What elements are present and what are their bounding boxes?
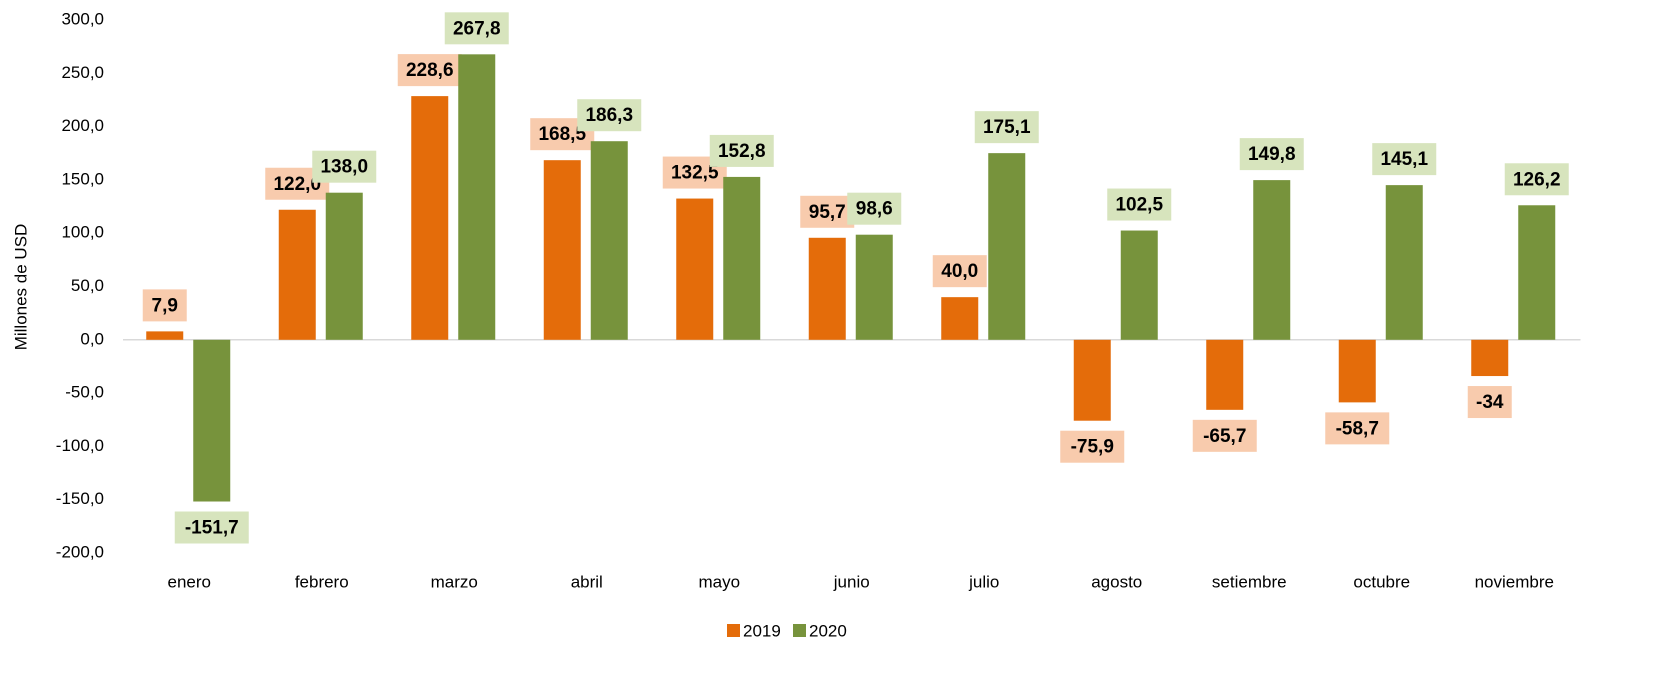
data-label: 152,8 <box>718 141 766 162</box>
data-label: 228,6 <box>406 60 454 81</box>
data-label-bg <box>1372 143 1437 176</box>
bar <box>808 237 846 340</box>
bar <box>193 339 231 502</box>
y-tick-label: 250,0 <box>61 63 104 82</box>
bar <box>411 96 449 340</box>
data-label-bg <box>1192 419 1257 452</box>
y-tick-label: -150,0 <box>56 489 104 508</box>
y-tick-label: -50,0 <box>65 383 104 402</box>
bar <box>1471 339 1509 377</box>
data-label: 145,1 <box>1380 149 1428 170</box>
x-tick-label: enero <box>168 572 211 591</box>
data-label: 267,8 <box>453 18 501 39</box>
bar <box>543 160 581 340</box>
data-label-bg <box>1107 188 1172 221</box>
legend-label: 2020 <box>809 621 847 640</box>
x-tick-label: mayo <box>698 572 740 591</box>
y-tick-label: 50,0 <box>71 276 104 295</box>
legend-label: 2019 <box>743 621 781 640</box>
data-label-bg <box>1060 430 1125 463</box>
x-tick-label: octubre <box>1353 572 1410 591</box>
data-label: 98,6 <box>856 199 893 220</box>
data-label-bg <box>847 192 902 225</box>
y-axis-title: Millones de USD <box>11 224 30 351</box>
data-label-bg <box>577 99 642 132</box>
data-label-bg <box>709 134 774 167</box>
data-label: 149,8 <box>1248 144 1296 165</box>
y-tick-label: -200,0 <box>56 542 104 561</box>
bar <box>723 176 761 340</box>
data-label: -151,7 <box>185 518 239 539</box>
x-tick-label: agosto <box>1091 572 1142 591</box>
data-label: -34 <box>1476 392 1504 413</box>
y-tick-label: 100,0 <box>61 223 104 242</box>
bar <box>988 153 1026 340</box>
data-label: 40,0 <box>941 261 978 282</box>
y-tick-label: 150,0 <box>61 169 104 188</box>
x-tick-label: noviembre <box>1475 572 1554 591</box>
x-tick-label: marzo <box>431 572 478 591</box>
data-label-bg <box>174 511 249 544</box>
data-label: 168,5 <box>538 124 586 145</box>
bar <box>590 141 628 340</box>
data-label: 7,9 <box>152 295 178 316</box>
legend-swatch <box>727 624 740 637</box>
bar <box>1073 339 1111 421</box>
x-tick-label: abril <box>571 572 603 591</box>
bar <box>458 54 496 340</box>
data-label: 126,2 <box>1513 169 1561 190</box>
data-label-bg <box>142 289 187 322</box>
data-label: 132,5 <box>671 163 719 184</box>
x-tick-label: setiembre <box>1212 572 1287 591</box>
bar <box>146 331 184 340</box>
data-label-bg <box>974 111 1039 144</box>
y-tick-label: 0,0 <box>80 329 104 348</box>
data-label-bg <box>444 12 509 45</box>
data-label: 175,1 <box>983 117 1031 138</box>
bar <box>1253 180 1291 340</box>
y-tick-label: 200,0 <box>61 116 104 135</box>
y-tick-label: -100,0 <box>56 436 104 455</box>
bar <box>278 209 316 340</box>
data-label-bg <box>312 150 377 183</box>
x-tick-label: julio <box>968 572 999 591</box>
legend-swatch <box>793 624 806 637</box>
data-label-bg <box>932 255 987 288</box>
y-tick-label: 300,0 <box>61 9 104 28</box>
data-label-bg <box>1325 412 1390 445</box>
data-label: -58,7 <box>1336 418 1379 439</box>
data-label: 102,5 <box>1115 195 1163 216</box>
bar <box>1518 205 1556 340</box>
data-label: -75,9 <box>1071 437 1114 458</box>
data-label-bg <box>1239 138 1304 171</box>
bar <box>1206 339 1244 410</box>
bar <box>325 192 363 340</box>
bar <box>1120 230 1158 340</box>
data-label: 95,7 <box>809 202 846 223</box>
bar <box>1338 339 1376 403</box>
data-label: 186,3 <box>585 105 633 126</box>
data-label-bg <box>800 195 855 228</box>
data-label: 122,0 <box>273 174 321 195</box>
bar <box>941 297 979 340</box>
x-tick-label: febrero <box>295 572 349 591</box>
data-label-bg <box>397 54 462 87</box>
data-label-bg <box>1504 163 1569 196</box>
bar <box>855 234 893 340</box>
data-label: 138,0 <box>320 157 368 178</box>
data-label-bg <box>1467 386 1512 419</box>
x-tick-label: junio <box>833 572 870 591</box>
bar <box>676 198 714 340</box>
data-label: -65,7 <box>1203 426 1246 447</box>
bar <box>1385 185 1423 340</box>
